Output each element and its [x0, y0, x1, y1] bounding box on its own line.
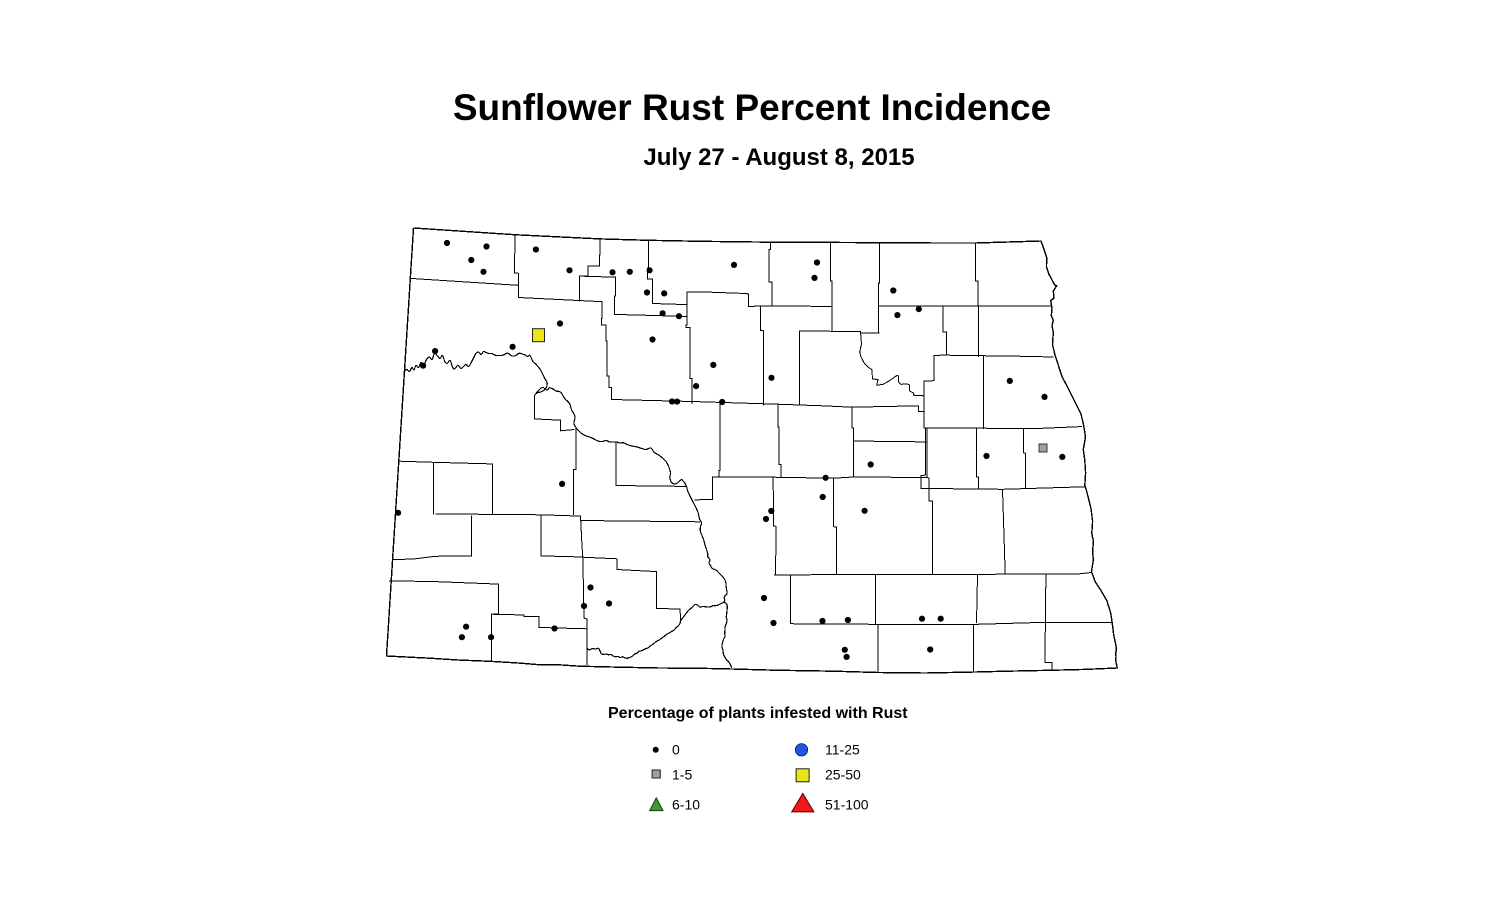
svg-text:Sunflower Rust Percent Inciden: Sunflower Rust Percent Incidence — [453, 87, 1051, 128]
svg-text:Percentage of plants infested: Percentage of plants infested with Rust — [608, 705, 908, 722]
svg-text:July 27 - August 8, 2015: July 27 - August 8, 2015 — [643, 144, 914, 171]
svg-text:1-5: 1-5 — [672, 767, 692, 783]
svg-text:25-50: 25-50 — [825, 767, 861, 783]
svg-text:0: 0 — [672, 742, 680, 758]
svg-text:6-10: 6-10 — [672, 797, 700, 813]
svg-text:51-100: 51-100 — [825, 797, 869, 813]
svg-text:11-25: 11-25 — [825, 742, 860, 758]
